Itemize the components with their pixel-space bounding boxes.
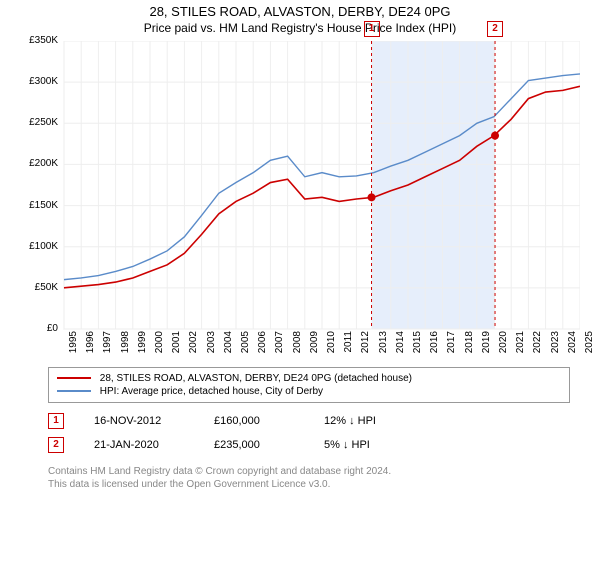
sale-price: £160,000 xyxy=(214,415,294,427)
x-tick-label: 1995 xyxy=(68,331,79,361)
x-tick-label: 1998 xyxy=(120,331,131,361)
y-tick-label: £350K xyxy=(22,35,58,46)
x-tick-label: 2013 xyxy=(378,331,389,361)
marker-badge-1: 1 xyxy=(48,413,64,429)
x-tick-label: 2017 xyxy=(446,331,457,361)
x-tick-label: 2003 xyxy=(206,331,217,361)
x-tick-label: 2010 xyxy=(326,331,337,361)
x-tick-label: 2007 xyxy=(274,331,285,361)
x-tick-label: 2018 xyxy=(464,331,475,361)
x-tick-label: 2002 xyxy=(188,331,199,361)
sale-delta: 5% ↓ HPI xyxy=(324,439,370,451)
x-tick-label: 2000 xyxy=(154,331,165,361)
chart-marker-1: 1 xyxy=(364,21,380,37)
legend-item-paid: 28, STILES ROAD, ALVASTON, DERBY, DE24 0… xyxy=(57,372,561,385)
y-tick-label: £150K xyxy=(22,200,58,211)
x-tick-label: 2023 xyxy=(550,331,561,361)
x-tick-label: 2004 xyxy=(223,331,234,361)
y-tick-label: £100K xyxy=(22,241,58,252)
x-tick-label: 2009 xyxy=(309,331,320,361)
x-tick-label: 1997 xyxy=(102,331,113,361)
table-row: 1 16-NOV-2012 £160,000 12% ↓ HPI xyxy=(48,409,570,433)
y-tick-label: £250K xyxy=(22,117,58,128)
y-tick-label: £50K xyxy=(22,282,58,293)
sale-date: 21-JAN-2020 xyxy=(94,439,184,451)
chart-svg xyxy=(20,41,580,361)
x-tick-label: 2016 xyxy=(429,331,440,361)
legend-label: 28, STILES ROAD, ALVASTON, DERBY, DE24 0… xyxy=(100,373,412,384)
x-tick-label: 1999 xyxy=(137,331,148,361)
table-row: 2 21-JAN-2020 £235,000 5% ↓ HPI xyxy=(48,433,570,457)
marker-badge-2: 2 xyxy=(48,437,64,453)
y-tick-label: £300K xyxy=(22,76,58,87)
x-tick-label: 2014 xyxy=(395,331,406,361)
y-tick-label: £200K xyxy=(22,158,58,169)
x-tick-label: 2022 xyxy=(532,331,543,361)
footnote-line: This data is licensed under the Open Gov… xyxy=(48,478,570,491)
sale-price: £235,000 xyxy=(214,439,294,451)
sale-delta: 12% ↓ HPI xyxy=(324,415,376,427)
legend: 28, STILES ROAD, ALVASTON, DERBY, DE24 0… xyxy=(48,367,570,403)
legend-item-hpi: HPI: Average price, detached house, City… xyxy=(57,385,561,398)
x-tick-label: 2024 xyxy=(567,331,578,361)
page-subtitle: Price paid vs. HM Land Registry's House … xyxy=(0,21,600,35)
x-tick-label: 2019 xyxy=(481,331,492,361)
legend-label: HPI: Average price, detached house, City… xyxy=(100,386,323,397)
page-title: 28, STILES ROAD, ALVASTON, DERBY, DE24 0… xyxy=(0,4,600,19)
sale-date: 16-NOV-2012 xyxy=(94,415,184,427)
x-tick-label: 2020 xyxy=(498,331,509,361)
x-tick-label: 2015 xyxy=(412,331,423,361)
x-tick-label: 2012 xyxy=(360,331,371,361)
chart-marker-2: 2 xyxy=(487,21,503,37)
x-tick-label: 2021 xyxy=(515,331,526,361)
x-tick-label: 2006 xyxy=(257,331,268,361)
x-tick-label: 2011 xyxy=(343,331,354,361)
footnote: Contains HM Land Registry data © Crown c… xyxy=(48,465,570,491)
price-chart: £0£50K£100K£150K£200K£250K£300K£350K1995… xyxy=(20,41,580,361)
sales-table: 1 16-NOV-2012 £160,000 12% ↓ HPI 2 21-JA… xyxy=(48,409,570,457)
x-tick-label: 2025 xyxy=(584,331,595,361)
legend-swatch xyxy=(57,377,91,379)
x-tick-label: 2005 xyxy=(240,331,251,361)
footnote-line: Contains HM Land Registry data © Crown c… xyxy=(48,465,570,478)
x-tick-label: 1996 xyxy=(85,331,96,361)
x-tick-label: 2008 xyxy=(292,331,303,361)
x-tick-label: 2001 xyxy=(171,331,182,361)
y-tick-label: £0 xyxy=(22,323,58,334)
legend-swatch xyxy=(57,390,91,392)
